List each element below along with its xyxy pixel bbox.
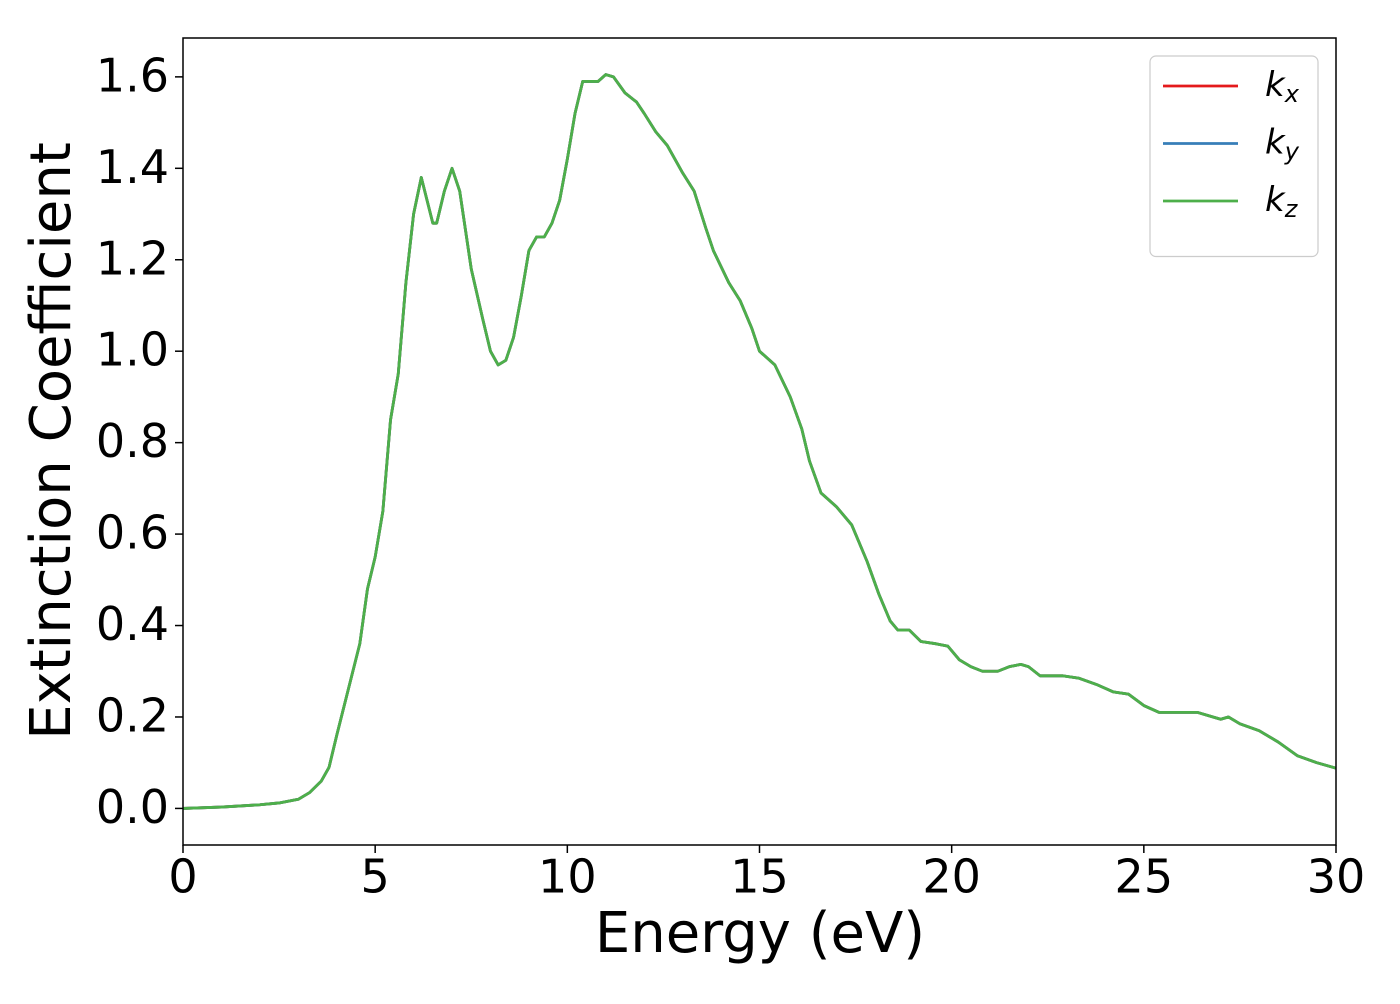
plot-frame [182, 37, 1337, 846]
legend-label: kz [1265, 180, 1299, 224]
x-axis-label: Energy (eV) [595, 901, 925, 966]
x-tick-label: 10 [538, 850, 597, 904]
x-tick-label: 25 [1115, 850, 1174, 904]
x-tick-label: 15 [730, 850, 789, 904]
y-axis-label: Extinction Coefficient [19, 142, 84, 740]
y-tick-label: 0.8 [96, 414, 169, 468]
x-tick-label: 30 [1307, 850, 1366, 904]
legend-label: ky [1265, 122, 1300, 166]
x-tick-label: 20 [922, 850, 981, 904]
legend-box [1149, 55, 1319, 258]
legend-label: kx [1265, 65, 1300, 109]
y-tick-label: 1.4 [96, 140, 169, 194]
y-tick-label: 1.6 [96, 48, 169, 102]
x-tick-label: 5 [361, 850, 390, 904]
y-tick-label: 1.2 [96, 231, 169, 285]
x-tick-label: 0 [168, 850, 197, 904]
y-tick-label: 1.0 [96, 323, 169, 377]
y-tick-label: 0.6 [96, 506, 169, 560]
y-tick-label: 0.2 [96, 688, 169, 742]
data-line [183, 73, 1336, 810]
y-tick-label: 0.4 [96, 597, 169, 651]
y-tick-label: 0.0 [96, 780, 169, 834]
